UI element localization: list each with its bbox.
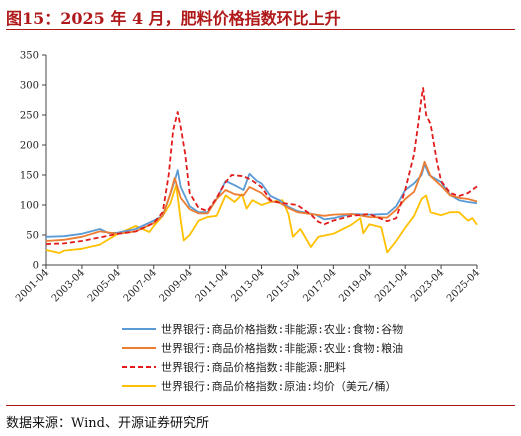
- y-tick-label: 50: [26, 231, 39, 242]
- x-tick-label: 2005-04: [86, 267, 123, 304]
- y-tick-label: 200: [20, 141, 39, 152]
- legend-label-3: 世界银行:商品价格指数:原油:均价（美元/桶）: [161, 379, 397, 393]
- y-tick-label: 250: [20, 111, 39, 122]
- legend-label-1: 世界银行:商品价格指数:非能源:农业:食物:粮油: [161, 341, 403, 355]
- chart-plot-area: [45, 87, 478, 254]
- line-chart: 0 50 100 150 200 250 300 350 2001-042003-042005-…: [14, 51, 482, 394]
- y-tick-label: 150: [20, 171, 39, 182]
- chart-legend: 世界银行:商品价格指数:非能源:农业:食物:谷物世界银行:商品价格指数:非能源:…: [122, 322, 403, 393]
- x-tick-label: 2001-04: [14, 267, 51, 304]
- title-rule: [6, 29, 515, 30]
- legend-label-0: 世界银行:商品价格指数:非能源:农业:食物:谷物: [161, 322, 403, 336]
- x-tick-label: 2011-04: [194, 267, 231, 304]
- y-tick-label: 100: [20, 201, 39, 212]
- x-tick-label: 2013-04: [229, 267, 266, 304]
- x-tick-label: 2025-04: [445, 267, 482, 304]
- x-tick-label: 2007-04: [122, 267, 159, 304]
- y-tick-label: 300: [20, 81, 39, 92]
- series-line-3: [45, 184, 478, 254]
- y-tick-label: 350: [20, 51, 39, 62]
- x-tick-label: 2003-04: [50, 267, 87, 304]
- x-tick-label: 2023-04: [409, 267, 446, 304]
- x-tick-label: 2015-04: [265, 267, 302, 304]
- x-tick-label: 2017-04: [301, 267, 338, 304]
- x-tick-label: 2021-04: [373, 267, 410, 304]
- series-line-2: [45, 87, 478, 245]
- x-tick-label: 2019-04: [337, 267, 374, 304]
- y-tick-label: 0: [33, 261, 39, 272]
- legend-label-2: 世界银行:商品价格指数:非能源:肥料: [161, 360, 346, 374]
- data-source-note: 数据来源：Wind、开源证券研究所: [6, 416, 209, 431]
- source-rule: [6, 405, 515, 406]
- x-tick-label: 2009-04: [158, 267, 195, 304]
- figure-title: 图15：2025 年 4 月，肥料价格指数环比上升: [6, 9, 341, 28]
- series-line-0: [45, 163, 478, 238]
- series-line-1: [45, 160, 478, 242]
